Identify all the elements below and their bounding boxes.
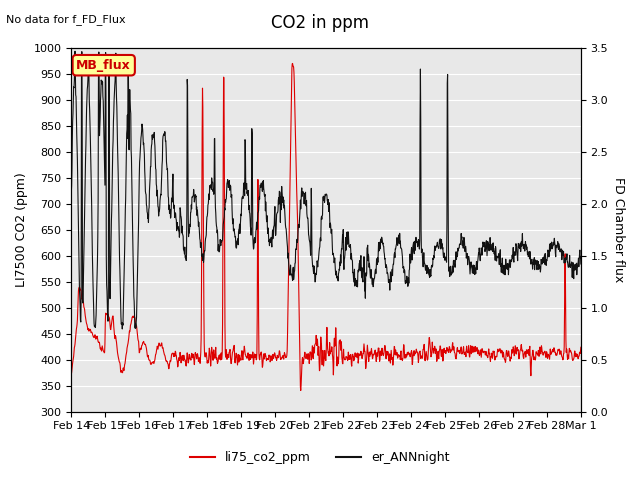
er_ANNnight xyxy=(304,215,312,221)
er_ANNnight xyxy=(128,198,136,204)
li75_co2_ppm xyxy=(358,356,366,361)
li75_co2_ppm xyxy=(304,357,312,362)
er_ANNnight xyxy=(67,190,75,196)
er_ANNnight xyxy=(358,264,366,270)
er_ANNnight xyxy=(118,326,126,332)
er_ANNnight xyxy=(284,250,292,256)
Line: er_ANNnight: er_ANNnight xyxy=(71,51,581,329)
er_ANNnight xyxy=(577,261,585,267)
li75_co2_ppm xyxy=(294,266,302,272)
Y-axis label: LI7500 CO2 (ppm): LI7500 CO2 (ppm) xyxy=(15,172,28,287)
Text: MB_flux: MB_flux xyxy=(76,59,131,72)
Line: li75_co2_ppm: li75_co2_ppm xyxy=(71,63,581,390)
Legend: li75_co2_ppm, er_ANNnight: li75_co2_ppm, er_ANNnight xyxy=(186,446,454,469)
Text: No data for f_FD_Flux: No data for f_FD_Flux xyxy=(6,14,126,25)
er_ANNnight xyxy=(71,48,79,54)
er_ANNnight xyxy=(108,238,115,244)
Text: CO2 in ppm: CO2 in ppm xyxy=(271,14,369,33)
er_ANNnight xyxy=(295,221,303,227)
li75_co2_ppm xyxy=(284,334,291,340)
li75_co2_ppm xyxy=(577,344,585,350)
li75_co2_ppm xyxy=(67,372,75,377)
li75_co2_ppm xyxy=(289,60,296,66)
li75_co2_ppm xyxy=(107,327,115,333)
li75_co2_ppm xyxy=(297,387,305,393)
Y-axis label: FD Chamber flux: FD Chamber flux xyxy=(612,177,625,282)
li75_co2_ppm xyxy=(127,318,135,324)
